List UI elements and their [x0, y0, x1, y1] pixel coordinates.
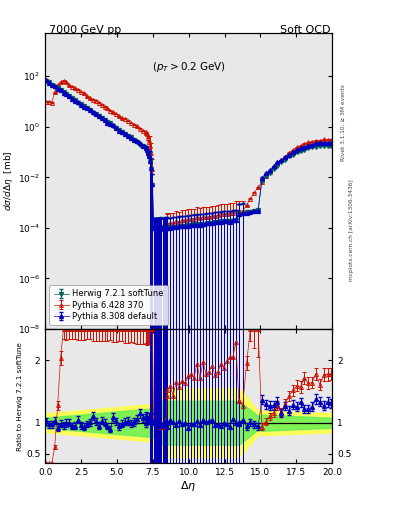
Text: $(p_{T} > 0.2\ \mathrm{GeV})$: $(p_{T} > 0.2\ \mathrm{GeV})$ — [152, 60, 226, 74]
Text: Soft QCD: Soft QCD — [280, 25, 330, 35]
Text: Rivet 3.1.10, ≥ 3M events: Rivet 3.1.10, ≥ 3M events — [341, 84, 346, 161]
Legend: Herwig 7.2.1 softTune, Pythia 6.428 370, Pythia 8.308 default: Herwig 7.2.1 softTune, Pythia 6.428 370,… — [50, 285, 167, 325]
Text: 7000 GeV pp: 7000 GeV pp — [49, 25, 121, 35]
X-axis label: $\Delta\eta$: $\Delta\eta$ — [180, 479, 197, 493]
Text: mcplots.cern.ch [arXiv:1306.3436]: mcplots.cern.ch [arXiv:1306.3436] — [349, 180, 354, 281]
Y-axis label: $d\sigma/d\Delta\eta$  [mb]: $d\sigma/d\Delta\eta$ [mb] — [2, 151, 15, 211]
Y-axis label: Ratio to Herwig 7.2.1 softTune: Ratio to Herwig 7.2.1 softTune — [17, 342, 23, 451]
